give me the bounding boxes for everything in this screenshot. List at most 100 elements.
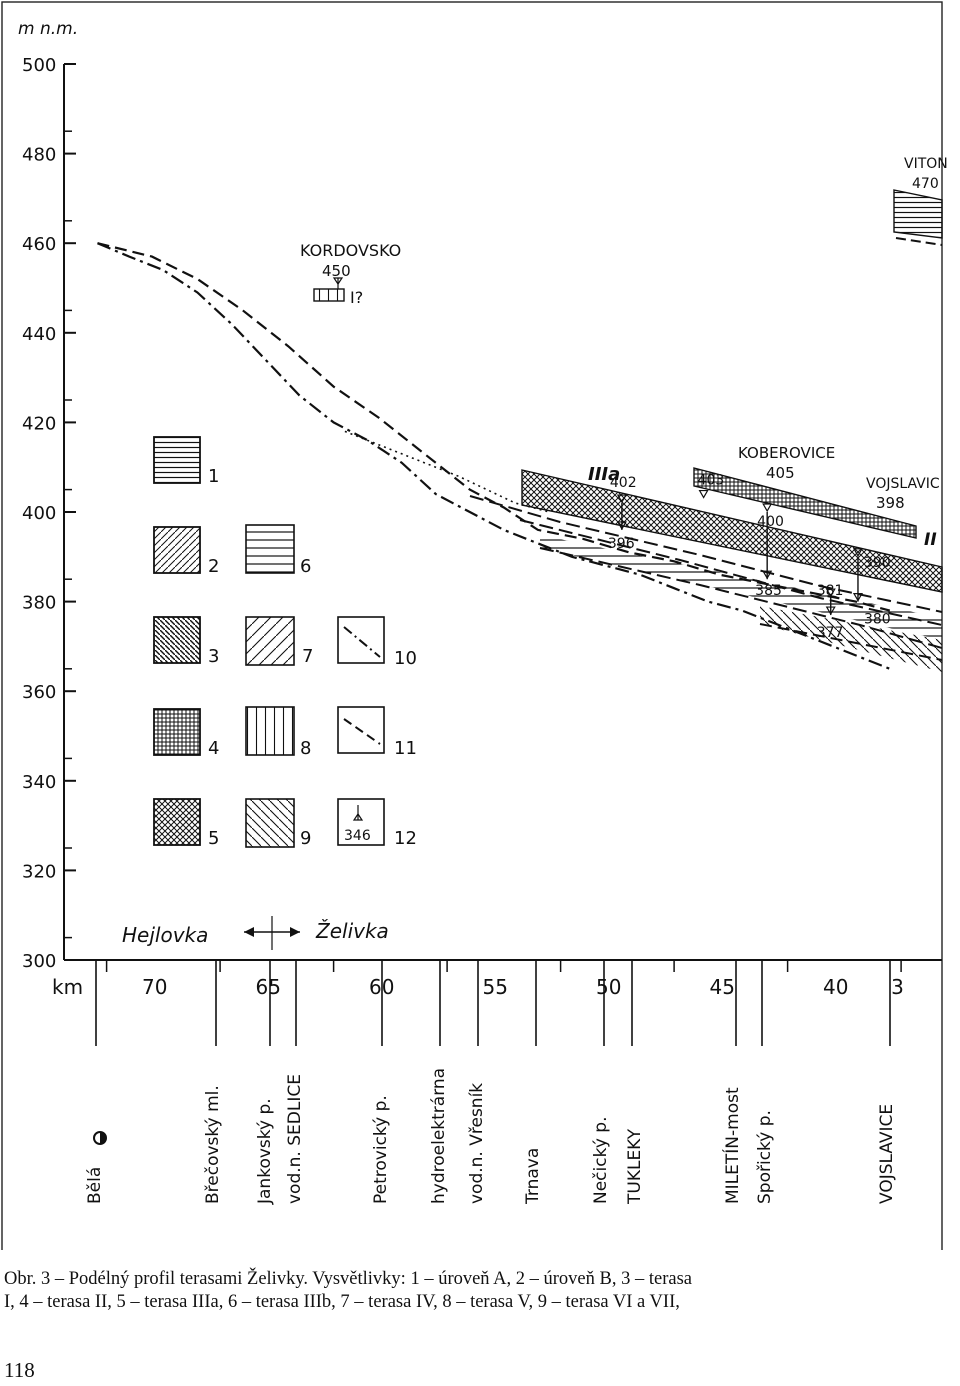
y-tick-label: 380 [22, 593, 56, 614]
locality-value: 405 [766, 464, 795, 482]
elevation-marker [852, 548, 864, 558]
confluence-arrow [244, 916, 300, 950]
y-tick-label: 340 [22, 772, 56, 793]
x-tick-label: 55 [483, 975, 508, 999]
elevation-label: 396 [608, 536, 635, 552]
y-axis-unit: m n.m. [18, 19, 78, 39]
legend-item-9: 9 [245, 798, 311, 849]
series-line-1 [97, 242, 891, 670]
place-label: Nečický p. [591, 1117, 611, 1205]
elevation-marker [616, 494, 627, 504]
y-tick-label: 440 [22, 324, 56, 345]
x-axis-unit: km [52, 975, 83, 999]
elevation-label: 390 [864, 555, 891, 571]
x-tick-label: 50 [596, 975, 621, 999]
locality-name: VOJSLAVIC [866, 476, 940, 492]
y-tick-label: 300 [22, 951, 56, 972]
legend-item-6: 6 [245, 524, 311, 577]
elevation-label: 377 [817, 625, 844, 641]
y-tick-label: 360 [22, 682, 56, 703]
place-label: Bělá [85, 1167, 105, 1204]
bela-source-fill [100, 1132, 106, 1144]
legend-item-8: 8 [245, 706, 311, 759]
elevation-label: 380 [864, 612, 891, 628]
x-tick-label: 45 [710, 975, 735, 999]
terrace-ii-body [693, 467, 917, 539]
y-tick-label: 400 [22, 503, 56, 524]
locality-koberovice: KOBEROVICE 405 [738, 444, 835, 482]
x-tick-label: 40 [823, 975, 848, 999]
elevation-label: 403 [698, 473, 725, 489]
locality-value: 450 [322, 262, 351, 280]
x-tick-label: 70 [142, 975, 167, 999]
svg-text:346: 346 [344, 828, 371, 844]
place-label: Spořický p. [755, 1110, 775, 1204]
y-tick-label: 320 [22, 861, 56, 882]
place-label: Petrovický p. [371, 1095, 391, 1204]
place-label: vod.n. SEDLICE [285, 1074, 305, 1204]
svg-text:2: 2 [208, 556, 219, 577]
y-tick-label: 420 [22, 413, 56, 434]
elevation-marker [698, 489, 709, 499]
locality-viton: VITON 470 [904, 156, 948, 192]
svg-text:1: 1 [208, 466, 219, 487]
terrace-tag: I? [350, 288, 363, 307]
legend-item-4: 4 [153, 708, 219, 759]
locality-value: 398 [876, 494, 905, 512]
legend-item-2: 2 [153, 526, 219, 577]
place-label: MILETÍN-most [721, 1087, 743, 1204]
elevation-label: 385 [755, 583, 782, 599]
locality-name: VITON [904, 156, 948, 172]
river-label-zelivka: Želivka [315, 919, 389, 943]
x-tick-label: 3 [891, 975, 904, 999]
caption-line-1: Obr. 3 – Podélný profil terasami Želivky… [4, 1269, 692, 1289]
legend: 1 2 3 4 5 6 7 8 [153, 436, 417, 849]
svg-text:7: 7 [302, 646, 313, 667]
elevation-marker [762, 503, 773, 513]
terrace-bodies [313, 189, 943, 672]
elevation-marker [825, 588, 836, 598]
place-label: hydroelektrárna [429, 1068, 449, 1204]
svg-text:12: 12 [394, 828, 417, 849]
y-tick-label: 460 [22, 234, 56, 255]
elevation-marks: 402 396 403 400 385 381 377 390 380 [608, 473, 891, 641]
locality-name: KOBEROVICE [738, 444, 835, 462]
figure-caption: Obr. 3 – Podélný profil terasami Želivky… [4, 1268, 954, 1314]
svg-text:8: 8 [300, 738, 311, 759]
legend-item-10: 10 [337, 616, 417, 669]
legend-item-12: 346 12 [337, 798, 417, 849]
legend-item-11: 11 [337, 706, 417, 759]
terrace-label-ii: II [924, 530, 937, 550]
bottom-place-labels: Bělá Břečovský ml. Jankovský p. vod.n. SEDL… [85, 960, 897, 1205]
locality-name: KORDOVSKO [300, 241, 401, 260]
elevation-label: 381 [817, 583, 844, 599]
locality-vojslavic: VOJSLAVIC 398 [866, 476, 940, 512]
terrace-lines [469, 495, 943, 661]
caption-line-2: I, 4 – terasa II, 5 – terasa IIIa, 6 – t… [4, 1292, 680, 1312]
locality-value: 470 [912, 176, 939, 192]
svg-text:5: 5 [208, 828, 219, 849]
terrace-iiia-body [521, 469, 943, 593]
y-tick-label: 480 [22, 145, 56, 166]
series-line-2 [97, 242, 891, 612]
terrace-label-iiia: IIIa [588, 464, 620, 485]
place-label: TUKLEKY [625, 1128, 645, 1205]
place-label: vod.n. Vřesník [467, 1083, 487, 1204]
locality-kordovsko: KORDOVSKO 450 I? [300, 241, 401, 307]
profile-figure: m n.m. 300320340360380400420440460480500… [1, 1, 948, 1250]
viton-terrace-body [893, 189, 943, 239]
place-label: Trnava [523, 1148, 543, 1205]
legend-item-7: 7 [245, 616, 313, 667]
place-label: Jankovský p. [255, 1098, 275, 1205]
svg-text:10: 10 [394, 648, 417, 669]
elevation-label: 400 [757, 514, 784, 530]
terrace-lower-body [540, 535, 942, 640]
page-number: 118 [4, 1358, 35, 1382]
y-tick-label: 500 [22, 55, 56, 76]
profile-series [97, 242, 891, 670]
legend-item-3: 3 [153, 616, 219, 667]
svg-text:9: 9 [300, 828, 311, 849]
kordovsko-symbol [313, 277, 345, 302]
x-tick-label: 65 [256, 975, 281, 999]
viton-lower-line [895, 237, 943, 246]
